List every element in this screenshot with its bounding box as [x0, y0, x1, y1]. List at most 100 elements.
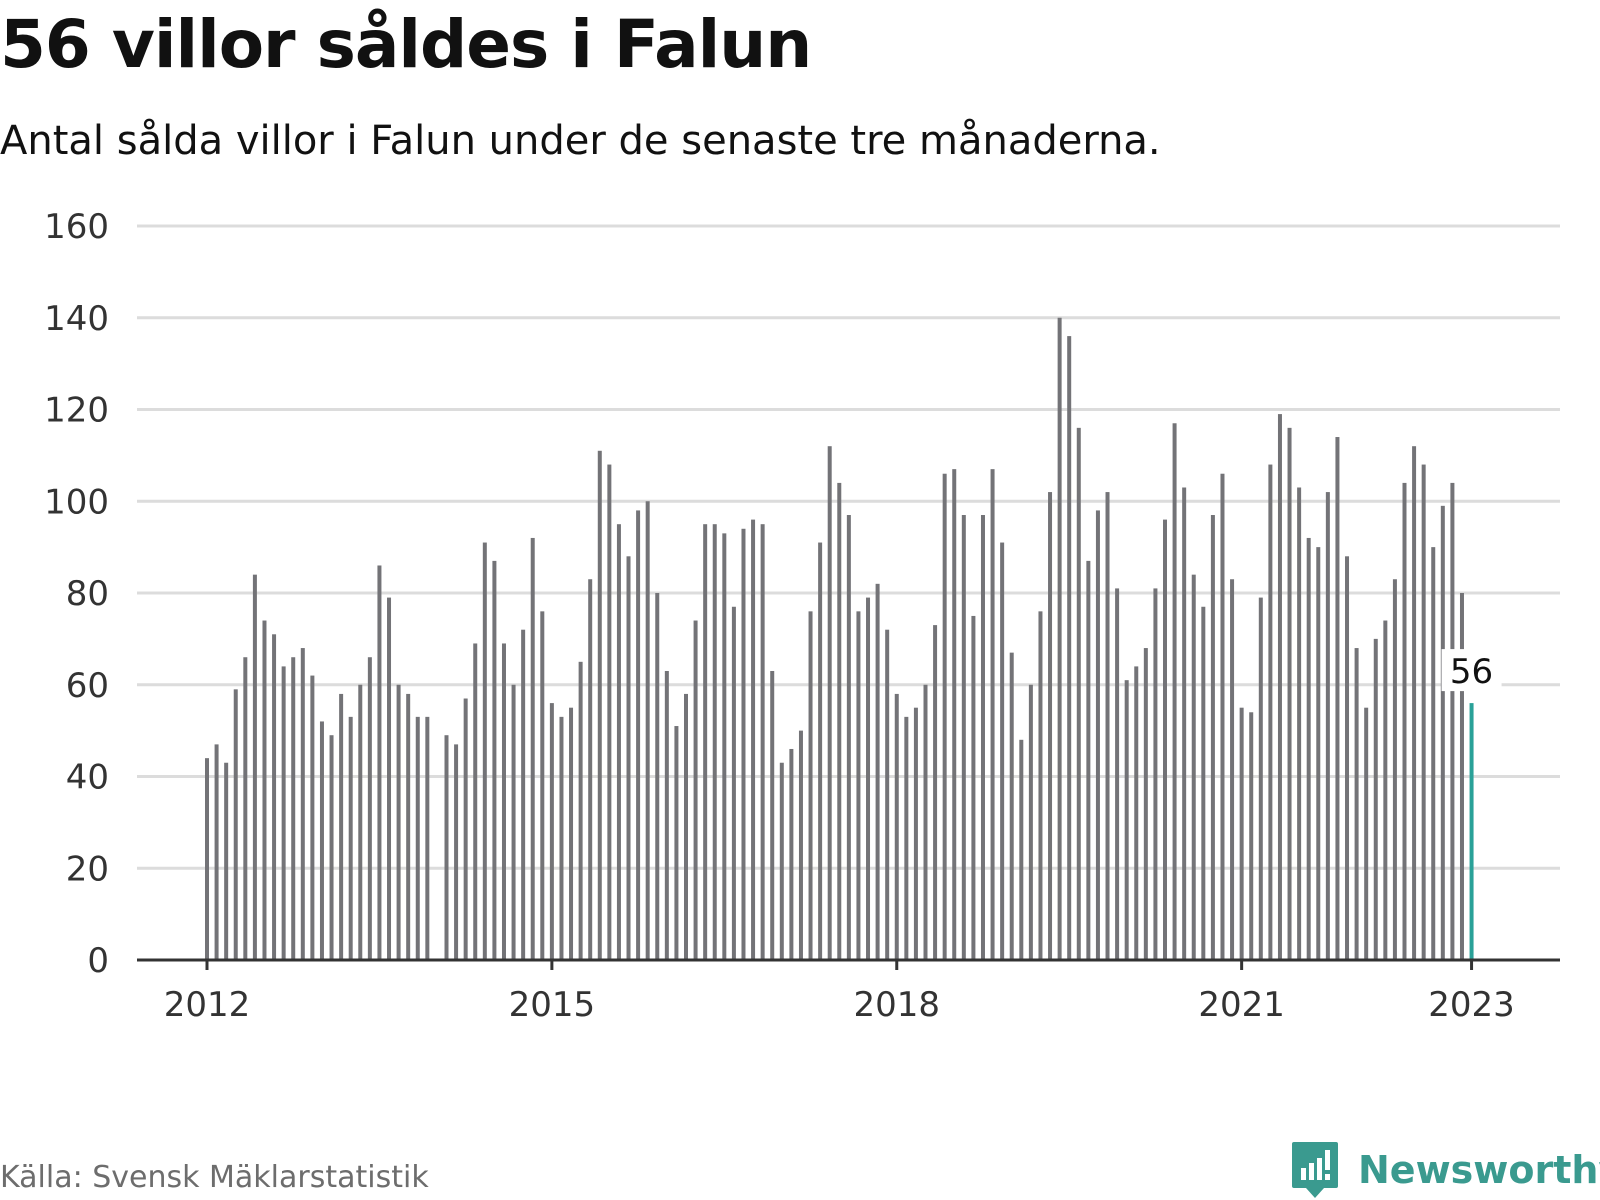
bar [425, 716, 430, 960]
bar [779, 762, 784, 960]
bar [1153, 588, 1158, 960]
bar [1345, 556, 1350, 960]
chart-subtitle: Antal sålda villor i Falun under de sena… [0, 118, 1161, 164]
bar [1268, 464, 1273, 960]
bar [1325, 492, 1330, 960]
highlight-bar [1469, 703, 1474, 960]
y-tick-label: 80 [66, 574, 109, 614]
bar [818, 542, 823, 960]
bar [521, 629, 526, 960]
bar [1057, 317, 1062, 960]
bar [224, 762, 229, 960]
bar [722, 533, 727, 960]
bar [243, 657, 248, 960]
bar [588, 579, 593, 960]
bar [1354, 648, 1359, 960]
bar [760, 524, 765, 960]
bar [645, 501, 650, 960]
x-tick-label: 2021 [1198, 985, 1285, 1025]
bar [789, 748, 794, 960]
bar [1067, 336, 1072, 961]
y-axis-ticks: 0 20 40 60 80 100 120 140 160 [44, 207, 109, 981]
bar [1009, 652, 1014, 960]
bar [492, 560, 497, 960]
bar [540, 611, 545, 960]
bar [1115, 588, 1120, 960]
bar [1412, 446, 1417, 960]
bar [214, 744, 219, 960]
bar [770, 670, 775, 960]
bar [1172, 423, 1177, 960]
bar [1086, 560, 1091, 960]
bar [933, 625, 938, 960]
bar [339, 693, 344, 960]
bar [1383, 620, 1388, 960]
bar [454, 744, 459, 960]
x-tick-label: 2023 [1428, 985, 1515, 1025]
newsworthy-logo-icon [1292, 1142, 1338, 1198]
bar [808, 611, 813, 960]
bar [1210, 515, 1215, 960]
bar [1163, 519, 1167, 960]
bar [444, 735, 449, 960]
bar [1450, 482, 1455, 960]
bar [1019, 739, 1024, 960]
bar [1201, 606, 1206, 960]
bar [1287, 427, 1292, 961]
bar [252, 574, 257, 960]
bar [1230, 579, 1235, 960]
bar [291, 657, 296, 960]
bar [319, 721, 324, 960]
bar [597, 450, 602, 960]
bar [1459, 593, 1464, 960]
y-tick-label: 40 [66, 758, 109, 798]
brand-name: Newsworthy [1358, 1148, 1600, 1192]
bar [205, 758, 209, 960]
bar [233, 689, 238, 960]
y-tick-label: 120 [44, 391, 109, 431]
bar [1364, 707, 1369, 960]
x-tick-label: 2018 [853, 985, 940, 1025]
bar [798, 730, 803, 960]
bar [329, 735, 334, 960]
data-labels: 56 [1441, 649, 1502, 692]
y-tick-label: 60 [66, 666, 109, 706]
bar [942, 473, 947, 960]
source-note: Källa: Svensk Mäklarstatistik [0, 1160, 429, 1195]
bar [501, 643, 506, 960]
bar [636, 510, 641, 960]
bar [1373, 638, 1378, 960]
bar [1402, 482, 1407, 960]
bar [1431, 547, 1436, 960]
bar [866, 597, 871, 960]
bar [1191, 574, 1196, 960]
bar [1124, 680, 1129, 960]
bar [1316, 547, 1321, 960]
bar [971, 615, 976, 960]
bars [205, 317, 1474, 961]
x-axis-ticks: 2012 2015 2018 2021 2023 [164, 960, 1515, 1025]
bar [856, 611, 861, 960]
bar [578, 661, 583, 960]
bar [655, 593, 660, 960]
bar [607, 464, 612, 960]
bar [616, 524, 621, 960]
bar [1392, 579, 1397, 960]
newsworthy-logo[interactable]: Newsworthy [1290, 1140, 1600, 1200]
bar [1306, 537, 1311, 960]
bar [1028, 684, 1033, 960]
chart-title: 56 villor såldes i Falun [0, 6, 812, 83]
bar [406, 693, 411, 960]
bar [1000, 542, 1005, 960]
bar [377, 565, 382, 960]
bar [664, 670, 669, 960]
bar [693, 620, 698, 960]
bar [1105, 492, 1110, 960]
bar [980, 515, 985, 960]
bar [1239, 707, 1244, 960]
bar [751, 519, 756, 960]
y-tick-label: 140 [44, 299, 109, 339]
bar [559, 716, 564, 960]
bar [1038, 611, 1043, 960]
